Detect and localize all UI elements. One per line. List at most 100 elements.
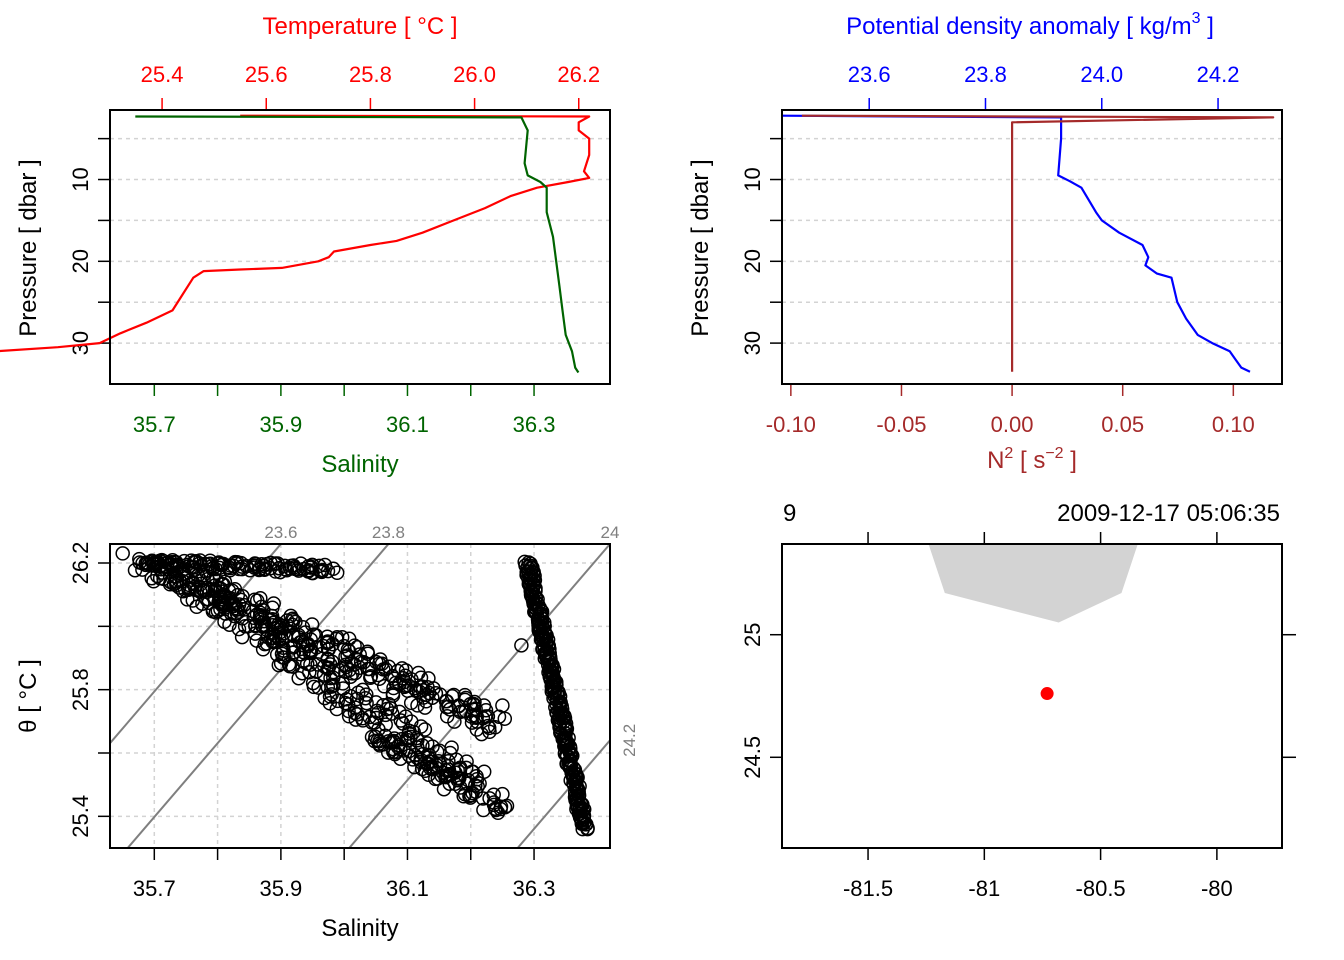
ts-point [464,764,480,779]
ts-point [296,644,311,660]
ts-point [394,661,410,676]
ts-point [208,605,224,620]
ts-point [417,763,433,779]
ts-point [451,771,467,786]
p1-ylabel: Pressure [ dbar ] [15,159,42,336]
ts-point [302,645,318,661]
ts-point-outlier [495,698,510,713]
ts-point [575,821,590,837]
top-tick-label: 24.2 [1197,62,1240,87]
ts-point [425,761,441,777]
top-tick-label: 25.4 [141,62,184,87]
ts-point [329,565,345,581]
ts-point [274,646,290,662]
ts-point [442,776,457,791]
ts-point [487,720,503,735]
bottom-tick-label: 0.05 [1101,412,1144,437]
ts-point [475,711,491,726]
ts-point [274,632,289,647]
ts-point [144,570,159,586]
ts-point [444,740,459,755]
bottom-tick-label: 0.10 [1212,412,1255,437]
station-time-label: 2009-12-17 05:06:35 [1057,500,1280,527]
density-axis-title: Potential density anomaly [ kg/m3 ] [846,10,1214,40]
ts-point [486,787,501,802]
ts-point-outlier [495,786,510,802]
top-tick-label: 25.8 [349,62,392,87]
ts-point [355,713,371,728]
y-tick-label: 25.4 [68,795,93,838]
ts-point [450,773,466,788]
ts-point [376,662,391,677]
ts-point [314,646,329,662]
ts-point [222,617,237,632]
ts-point [269,647,285,662]
ts-profile-panel: Temperature [ °C ] Pressure [ dbar ] Sal… [0,13,611,478]
ts-point [321,634,336,650]
y-tick-label: 20 [740,249,765,273]
ts-point [360,661,376,677]
ts-point [144,553,160,568]
y-tick-label: 30 [740,331,765,355]
ts-point [316,638,331,654]
ts-point [410,698,425,713]
station-marker [1040,687,1054,701]
ts-point [324,687,339,702]
ts-point [293,647,308,662]
ts-point [472,776,487,791]
ts-point [292,635,308,650]
isopycnal-label: 23.8 [372,523,405,542]
ts-point [278,629,293,645]
ts-point [360,646,376,661]
p3-ylabel: θ [ °C ] [15,659,42,733]
ts-point [263,560,278,576]
ts-point [306,679,322,695]
ts-point [234,629,250,645]
isopycnal-label: 23.6 [264,523,297,542]
ts-point [323,670,338,686]
bottom-tick-label: 35.9 [259,412,302,437]
ts-point [186,554,202,570]
x-tick-label: 35.9 [259,876,302,901]
ts-diagram-panel: θ [ °C ] Salinity 23.6 23.8 24 24.2 35.7 35.9… [15,523,639,942]
ts-point [363,670,378,686]
plot-frame [109,109,611,385]
ts-point [267,621,282,636]
top-tick-label: 24.0 [1080,62,1123,87]
bottom-tick-label: -0.10 [766,412,816,437]
ts-point [338,659,354,675]
station-map-panel: 9 2009-12-17 05:06:35 -81.5 -81 -80.5 -80 25… [740,500,1296,901]
ts-point [177,582,193,598]
ts-point [335,681,351,696]
station-number-label: 9 [783,500,796,527]
ts-point [359,695,374,711]
ts-point [417,700,433,715]
ts-point [334,630,350,645]
ts-point [302,665,317,680]
ts-point [308,628,324,643]
ts-point [115,546,130,561]
ts-point-outlier [514,638,529,653]
ts-point [259,636,275,651]
ts-point [393,713,409,728]
y-tick-label: 25 [740,622,765,646]
ts-point [249,607,265,622]
ts-point [223,606,239,621]
ts-point [383,701,398,716]
top-tick-label: 23.8 [964,62,1007,87]
ts-point [235,589,250,604]
ts-point [149,557,164,572]
ts-point [281,619,296,634]
ts-point [169,557,185,573]
ts-point [341,644,357,659]
ts-point [231,597,247,612]
ts-point [403,729,418,745]
ts-point [406,680,422,696]
points-group [115,546,595,837]
plot-frame [109,543,611,849]
isopycnal-line [126,544,390,848]
ts-point [490,805,506,821]
isopycnal-label: 24 [601,523,620,542]
ts-point [239,558,254,574]
y-tick-label: 10 [740,167,765,191]
